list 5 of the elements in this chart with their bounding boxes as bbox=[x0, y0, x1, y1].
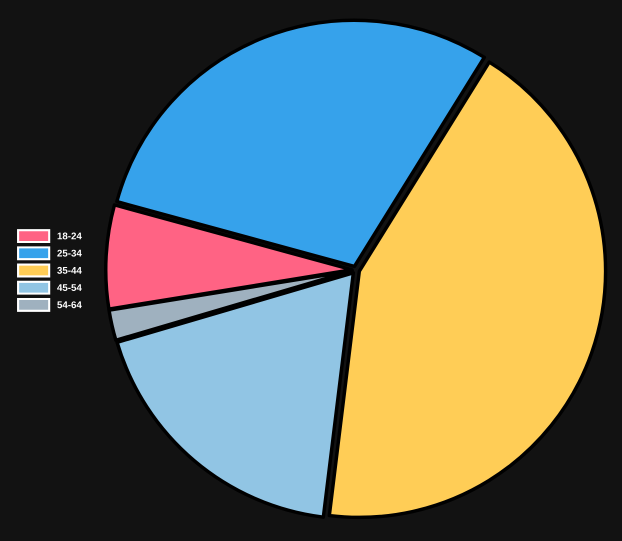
legend-label: 18-24 bbox=[58, 232, 82, 240]
legend-label: 25-34 bbox=[57, 250, 82, 257]
legend-label: 45-54 bbox=[57, 284, 82, 292]
legend-label: 35-44 bbox=[57, 266, 82, 274]
legend-label: 54-64 bbox=[57, 301, 82, 308]
